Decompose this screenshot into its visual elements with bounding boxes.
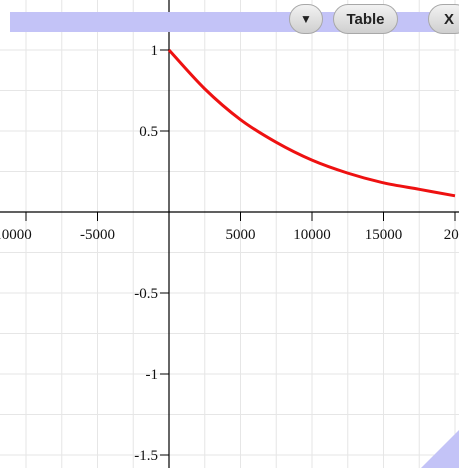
y-tick-label: -1.5	[134, 448, 158, 464]
y-tick-label: 1	[151, 43, 159, 59]
x-tick-label: 10000	[293, 227, 331, 243]
y-tick-label: -1	[146, 367, 159, 383]
x-tick-label: 200	[444, 227, 459, 243]
x-tick-label: 15000	[365, 227, 403, 243]
dropdown-menu-button[interactable]: ▼	[289, 4, 323, 34]
y-tick-label: -0.5	[134, 286, 158, 302]
tick-labels: 10000 -5000 5000 10000 15000 200 1 0.5 -0.5 -1 -1.…	[0, 43, 459, 464]
axis-ticks	[25, 49, 456, 456]
x-tick-label: -5000	[80, 227, 115, 243]
table-button[interactable]: Table	[333, 4, 398, 34]
triangle-down-icon: ▼	[300, 12, 312, 26]
resize-handle[interactable]	[421, 430, 459, 468]
x-tick-label: 5000	[226, 227, 256, 243]
function-curve	[167, 48, 456, 198]
close-button[interactable]: X	[428, 4, 459, 34]
y-tick-label: 0.5	[139, 124, 158, 140]
x-tick-label: 10000	[0, 227, 32, 243]
